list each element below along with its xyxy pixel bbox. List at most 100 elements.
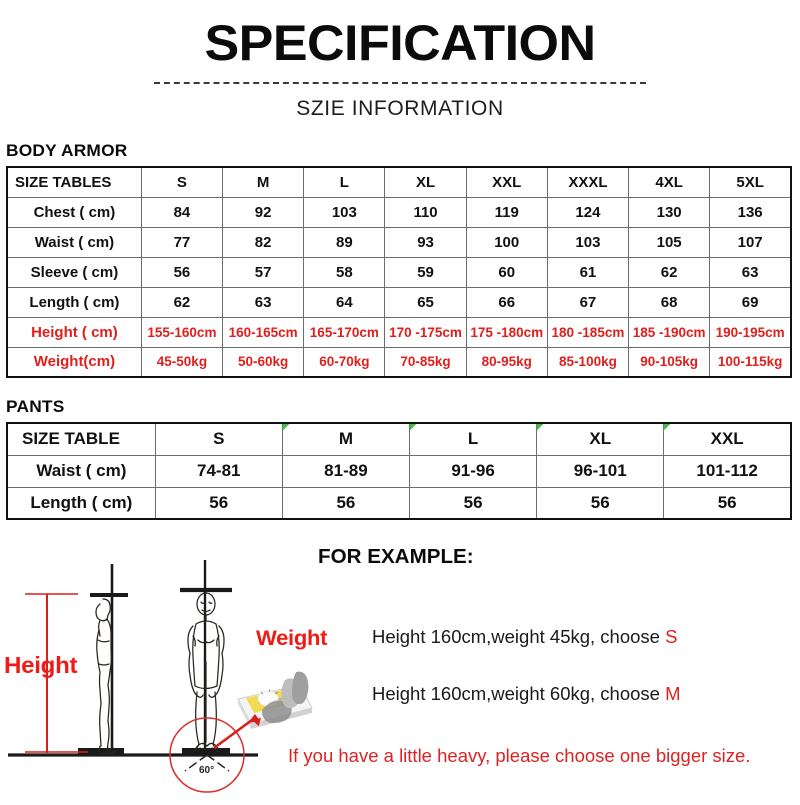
table-cell: 62 <box>628 256 711 288</box>
size-column-header: S <box>140 166 224 198</box>
table-cell: 57 <box>222 256 305 288</box>
example-section: FOR EXAMPLE: Height 160cm,weight 45kg, c… <box>0 538 800 800</box>
body-armor-table-body: SIZE TABLES S M L XL XXL XXXL 4XL 5XL Chest ( cm)… <box>6 166 792 378</box>
measurement-diagram-svg: 60° <box>8 560 313 793</box>
title-divider <box>154 82 646 84</box>
size-column-header: M <box>222 166 305 198</box>
table-cell: 59 <box>384 256 467 288</box>
table-cell: 90-105kg <box>628 346 711 378</box>
size-column-header: XL <box>536 422 665 456</box>
row-label: Length ( cm) <box>6 286 142 318</box>
size-column-header: M <box>281 422 411 456</box>
table-corner-label: SIZE TABLES <box>6 166 142 198</box>
table-row: Length ( cm) 56 56 56 56 56 <box>6 486 792 520</box>
table-cell: 100-115kg <box>709 346 792 378</box>
stand-base-front <box>182 748 230 754</box>
table-cell: 56 <box>408 486 538 520</box>
table-cell: 107 <box>709 226 792 258</box>
bigger-size-note: If you have a little heavy, please choos… <box>288 745 751 766</box>
size-column-header: S <box>154 422 283 456</box>
table-cell: 185 -190cm <box>628 316 711 348</box>
row-label: Weight(cm) <box>6 346 142 378</box>
table-cell: 100 <box>465 226 548 258</box>
table-cell: 67 <box>546 286 630 318</box>
table-cell: 45-50kg <box>140 346 224 378</box>
table-cell: 160-165cm <box>222 316 305 348</box>
table-cell: 92 <box>222 196 305 228</box>
table-cell: 56 <box>154 486 283 520</box>
table-cell: 70-85kg <box>384 346 467 378</box>
figure-front-view <box>187 592 225 753</box>
feet-detail <box>195 742 219 749</box>
angle-leg-right <box>206 754 230 772</box>
body-armor-header-row: SIZE TABLES S M L XL XXL XXXL 4XL 5XL <box>6 166 792 198</box>
table-cell: 170 -175cm <box>384 316 467 348</box>
measurement-illustration: 60° Height Weight <box>0 552 328 800</box>
table-row: Waist ( cm) 74-81 81-89 91-96 96-101 101-112 <box>6 454 792 488</box>
row-label: Chest ( cm) <box>6 196 142 228</box>
table-cell: 85-100kg <box>546 346 630 378</box>
table-row: Weight(cm) 45-50kg 50-60kg 60-70kg 70-85kg 80… <box>6 346 792 378</box>
table-cell: 84 <box>140 196 224 228</box>
table-cell: 69 <box>709 286 792 318</box>
table-cell: 64 <box>303 286 386 318</box>
table-cell: 130 <box>628 196 711 228</box>
table-cell: 93 <box>384 226 467 258</box>
table-cell: 89 <box>303 226 386 258</box>
size-column-header: 4XL <box>628 166 711 198</box>
example-text: Height 160cm,weight 45kg, choose <box>372 626 666 647</box>
table-cell: 56 <box>281 486 411 520</box>
table-cell: 119 <box>465 196 548 228</box>
table-cell: 56 <box>536 486 665 520</box>
row-label: Waist ( cm) <box>6 454 156 488</box>
table-row: Chest ( cm) 84 92 103 110 119 124 130 136 <box>6 196 792 228</box>
table-cell: 136 <box>709 196 792 228</box>
table-cell: 175 -180cm <box>465 316 548 348</box>
example-line: Height 160cm,weight 45kg, choose S <box>372 626 677 648</box>
row-label: Sleeve ( cm) <box>6 256 142 288</box>
height-label: Height <box>4 652 78 678</box>
table-cell: 81-89 <box>281 454 411 488</box>
table-cell: 66 <box>465 286 548 318</box>
table-row: Waist ( cm) 77 82 89 93 100 103 105 107 <box>6 226 792 258</box>
table-cell: 110 <box>384 196 467 228</box>
table-cell: 77 <box>140 226 224 258</box>
table-cell: 50-60kg <box>222 346 305 378</box>
table-cell: 61 <box>546 256 630 288</box>
figure-side-view <box>95 598 116 755</box>
table-cell: 96-101 <box>536 454 665 488</box>
table-cell: 60 <box>465 256 548 288</box>
table-cell: 180 -185cm <box>546 316 630 348</box>
table-cell: 63 <box>709 256 792 288</box>
table-cell: 58 <box>303 256 386 288</box>
row-label: Waist ( cm) <box>6 226 142 258</box>
table-cell: 56 <box>140 256 224 288</box>
row-label: Height ( cm) <box>6 316 142 348</box>
table-corner-label: SIZE TABLE <box>6 422 156 456</box>
table-row: Length ( cm) 62 63 64 65 66 67 68 69 <box>6 286 792 318</box>
pants-header-row: SIZE TABLE S M L XL XXL <box>6 422 792 456</box>
stand-base-side <box>78 748 124 754</box>
example-line: Height 160cm,weight 60kg, choose M <box>372 683 681 705</box>
angle-detail-circle <box>169 717 245 793</box>
page-subtitle: SZIE INFORMATION <box>296 97 504 120</box>
table-cell: 62 <box>140 286 224 318</box>
body-armor-heading: BODY ARMOR <box>6 141 128 160</box>
pants-heading: PANTS <box>6 397 65 416</box>
table-cell: 80-95kg <box>465 346 548 378</box>
size-column-header: XL <box>384 166 467 198</box>
size-column-header: L <box>303 166 386 198</box>
body-armor-size-table: SIZE TABLES S M L XL XXL XXXL 4XL 5XL Chest ( cm)… <box>6 166 792 378</box>
table-cell: 65 <box>384 286 467 318</box>
page-title: SPECIFICATION <box>204 15 596 71</box>
table-cell: 82 <box>222 226 305 258</box>
example-size: S <box>665 626 678 647</box>
table-row: Height ( cm) 155-160cm 160-165cm 165-170cm 1… <box>6 316 792 348</box>
size-column-header: 5XL <box>709 166 792 198</box>
row-label: Length ( cm) <box>6 486 156 520</box>
table-cell: 68 <box>628 286 711 318</box>
example-text: Height 160cm,weight 60kg, choose <box>372 683 666 704</box>
size-column-header: XXXL <box>546 166 630 198</box>
table-cell: 124 <box>546 196 630 228</box>
table-cell: 101-112 <box>663 454 792 488</box>
